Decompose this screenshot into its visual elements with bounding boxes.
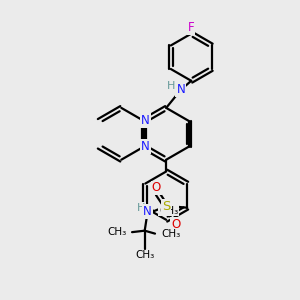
Text: CH₃: CH₃: [159, 206, 178, 216]
Text: N: N: [141, 140, 150, 153]
Text: S: S: [162, 200, 170, 213]
Text: F: F: [188, 21, 194, 34]
Text: O: O: [152, 182, 161, 194]
Text: N: N: [176, 83, 185, 96]
Text: CH₃: CH₃: [107, 227, 126, 237]
Text: CH₃: CH₃: [161, 229, 180, 238]
Text: CH₃: CH₃: [135, 250, 154, 260]
Text: H: H: [167, 81, 175, 91]
Text: N: N: [141, 114, 150, 127]
Text: N: N: [143, 205, 152, 218]
Text: H: H: [137, 203, 146, 213]
Text: O: O: [171, 218, 180, 231]
